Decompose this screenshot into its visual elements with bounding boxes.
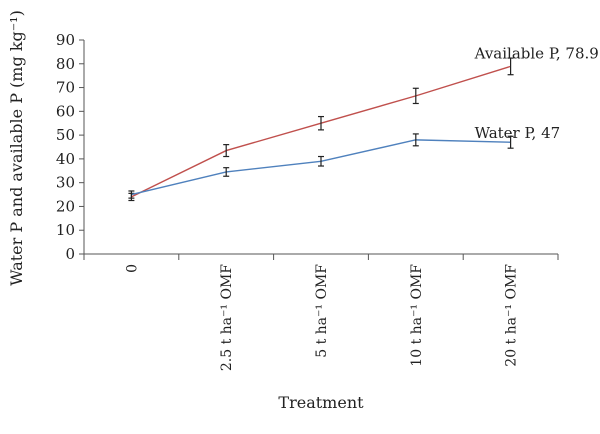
- error-bar: [223, 167, 230, 177]
- y-tick-label: 30: [56, 174, 75, 192]
- x-tick-label: 0: [124, 264, 140, 273]
- x-tick-label: 2.5 t ha⁻¹ OMF: [219, 264, 235, 371]
- error-bar: [128, 190, 135, 199]
- series-available-p: Available P, 78.9: [128, 44, 599, 202]
- series-line: [131, 65, 511, 198]
- x-axis: 0 2.5 t ha⁻¹ OMF 5 t ha⁻¹ OMF 10 t ha⁻¹ OMF…: [83, 253, 559, 371]
- y-tick-label: 90: [56, 31, 75, 49]
- x-tick-label: 10 t ha⁻¹ OMF: [409, 264, 425, 367]
- y-tick-label: 10: [56, 221, 75, 239]
- series-data-label: Water P, 47: [475, 124, 561, 142]
- series-water-p: Water P, 47: [128, 124, 561, 199]
- error-bar: [223, 144, 230, 158]
- y-tick-label: 40: [56, 150, 75, 168]
- y-axis-title: Water P and available P (mg kg⁻¹): [7, 10, 26, 286]
- y-tick-label: 70: [56, 79, 75, 97]
- error-bar: [318, 155, 324, 167]
- error-bar: [507, 57, 514, 76]
- x-axis-title: Treatment: [278, 393, 364, 412]
- y-tick-label: 50: [56, 126, 75, 144]
- y-tick-label: 0: [65, 245, 75, 263]
- y-axis: 0 10 20 30 40 50 60 70 80 90: [56, 31, 85, 263]
- series-data-label: Available P, 78.9: [474, 44, 599, 62]
- error-bar: [318, 115, 324, 131]
- y-tick-label: 80: [56, 55, 75, 73]
- x-tick-label: 5 t ha⁻¹ OMF: [314, 264, 330, 358]
- error-bar: [412, 133, 419, 147]
- series-line: [131, 139, 511, 196]
- y-tick-label: 20: [56, 197, 75, 215]
- error-bar: [507, 135, 514, 149]
- x-tick-label: 20 t ha⁻¹ OMF: [504, 264, 520, 367]
- y-tick-label: 60: [56, 102, 75, 120]
- error-bar: [412, 87, 419, 105]
- series-layer: Available P, 78.9 Water P, 47: [128, 44, 599, 202]
